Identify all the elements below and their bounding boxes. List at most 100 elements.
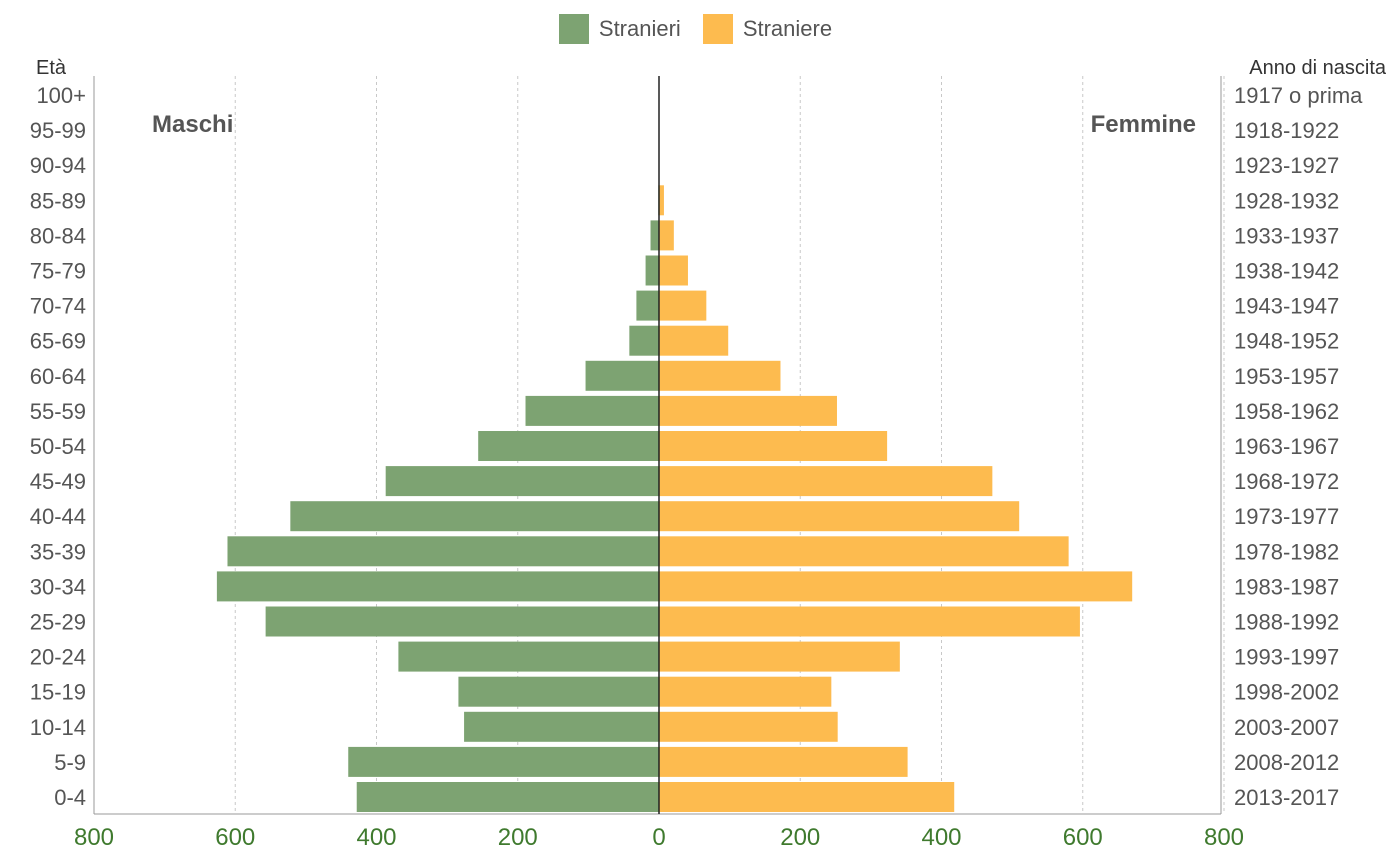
bar-straniere-65-69[interactable] — [659, 325, 729, 356]
bar-straniere-15-19[interactable] — [659, 676, 832, 707]
x-tick-label: 400 — [356, 824, 396, 851]
birth-year-label: 1963-1967 — [1234, 434, 1339, 459]
bar-stranieri-80-84[interactable] — [650, 220, 659, 251]
birth-year-label: 2013-2017 — [1234, 785, 1339, 810]
age-label: 70-74 — [30, 294, 86, 319]
age-label: 90-94 — [30, 153, 86, 178]
age-label: 60-64 — [30, 364, 86, 389]
birth-year-label: 1988-1992 — [1234, 610, 1339, 635]
birth-year-label: 2008-2012 — [1234, 750, 1339, 775]
legend: Stranieri Straniere — [0, 14, 1391, 44]
bar-stranieri-0-4[interactable] — [356, 782, 659, 812]
femmine-title: Femmine — [1091, 111, 1196, 138]
age-label: 10-14 — [30, 715, 86, 740]
legend-swatch-stranieri — [558, 14, 589, 44]
bar-stranieri-75-79[interactable] — [645, 255, 659, 286]
bar-stranieri-15-19[interactable] — [458, 676, 659, 707]
birth-year-label: 1928-1932 — [1234, 188, 1339, 213]
age-label: 50-54 — [30, 434, 86, 459]
bar-straniere-45-49[interactable] — [659, 466, 993, 497]
birth-year-label: 1923-1927 — [1234, 153, 1339, 178]
bar-straniere-10-14[interactable] — [659, 711, 838, 742]
bar-stranieri-50-54[interactable] — [478, 431, 659, 461]
birth-year-label: 1958-1962 — [1234, 399, 1339, 424]
bar-straniere-60-64[interactable] — [659, 360, 781, 391]
age-label: 95-99 — [30, 118, 86, 143]
bar-straniere-0-4[interactable] — [659, 782, 955, 812]
birth-year-label: 1978-1982 — [1234, 539, 1339, 564]
age-label: 0-4 — [54, 785, 86, 810]
bar-stranieri-5-9[interactable] — [348, 746, 659, 777]
bar-stranieri-25-29[interactable] — [265, 606, 659, 637]
x-tick-label: 400 — [921, 824, 961, 851]
age-label: 35-39 — [30, 539, 86, 564]
age-label: 5-9 — [54, 750, 86, 775]
bar-stranieri-65-69[interactable] — [629, 325, 659, 356]
legend-label-stranieri: Stranieri — [598, 16, 681, 41]
bar-stranieri-45-49[interactable] — [385, 466, 659, 497]
bar-straniere-20-24[interactable] — [659, 641, 900, 672]
birth-year-label: 1917 o prima — [1234, 83, 1363, 108]
legend-item-stranieri[interactable]: Stranieri — [558, 14, 681, 44]
age-label: 55-59 — [30, 399, 86, 424]
bars — [216, 185, 1133, 812]
bar-stranieri-35-39[interactable] — [227, 536, 659, 567]
birth-year-label: 1953-1957 — [1234, 364, 1339, 389]
legend-label-straniere: Straniere — [742, 16, 833, 41]
x-tick-label: 800 — [1204, 824, 1244, 851]
age-label: 40-44 — [30, 504, 86, 529]
birth-year-label: 1993-1997 — [1234, 645, 1339, 670]
age-label: 65-69 — [30, 329, 86, 354]
bar-straniere-5-9[interactable] — [659, 746, 908, 777]
birth-year-label: 1983-1987 — [1234, 574, 1339, 599]
birth-year-label: 1998-2002 — [1234, 680, 1339, 705]
bar-straniere-75-79[interactable] — [659, 255, 688, 286]
bar-straniere-30-34[interactable] — [659, 571, 1133, 602]
x-tick-label: 600 — [1063, 824, 1103, 851]
maschi-title: Maschi — [152, 111, 233, 138]
bar-stranieri-40-44[interactable] — [290, 501, 659, 532]
right-axis-title: Anno di nascita — [1249, 57, 1387, 79]
age-label: 30-34 — [30, 574, 86, 599]
bar-straniere-55-59[interactable] — [659, 395, 837, 426]
labels: 800 600 400 200 0 200 400 600 800 0-4 2013-2017 5-9… — [30, 57, 1387, 851]
x-tick-label: 200 — [498, 824, 538, 851]
birth-year-label: 1968-1972 — [1234, 469, 1339, 494]
x-tick-label: 600 — [215, 824, 255, 851]
legend-item-straniere[interactable]: Straniere — [702, 14, 833, 44]
bar-straniere-70-74[interactable] — [659, 290, 707, 321]
age-label: 15-19 — [30, 680, 86, 705]
birth-year-label: 1918-1922 — [1234, 118, 1339, 143]
bar-stranieri-20-24[interactable] — [398, 641, 659, 672]
age-label: 80-84 — [30, 223, 86, 248]
age-label: 85-89 — [30, 188, 86, 213]
x-tick-label: 0 — [652, 824, 665, 851]
bar-stranieri-60-64[interactable] — [585, 360, 659, 391]
bar-straniere-50-54[interactable] — [659, 431, 888, 461]
legend-swatch-straniere — [702, 14, 733, 44]
bar-straniere-85-89[interactable] — [659, 185, 664, 216]
bar-stranieri-10-14[interactable] — [464, 711, 659, 742]
bar-stranieri-70-74[interactable] — [636, 290, 659, 321]
age-label: 45-49 — [30, 469, 86, 494]
age-label: 100+ — [36, 83, 86, 108]
birth-year-label: 2003-2007 — [1234, 715, 1339, 740]
birth-year-label: 1973-1977 — [1234, 504, 1339, 529]
birth-year-label: 1943-1947 — [1234, 294, 1339, 319]
bar-straniere-80-84[interactable] — [659, 220, 674, 251]
birth-year-label: 1933-1937 — [1234, 223, 1339, 248]
left-axis-title: Età — [36, 57, 67, 79]
age-label: 25-29 — [30, 610, 86, 635]
age-label: 75-79 — [30, 259, 86, 284]
bar-straniere-25-29[interactable] — [659, 606, 1080, 637]
bar-straniere-35-39[interactable] — [659, 536, 1069, 567]
birth-year-label: 1938-1942 — [1234, 259, 1339, 284]
bar-straniere-40-44[interactable] — [659, 501, 1020, 532]
age-label: 20-24 — [30, 645, 86, 670]
birth-year-label: 1948-1952 — [1234, 329, 1339, 354]
bar-stranieri-55-59[interactable] — [525, 395, 659, 426]
x-tick-label: 800 — [74, 824, 114, 851]
x-tick-label: 200 — [780, 824, 820, 851]
bar-stranieri-30-34[interactable] — [216, 571, 659, 602]
